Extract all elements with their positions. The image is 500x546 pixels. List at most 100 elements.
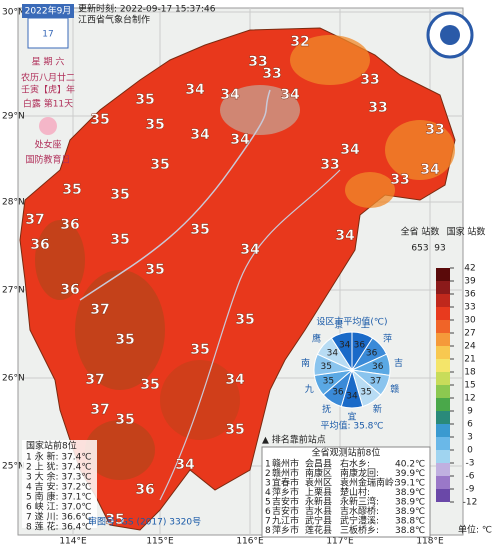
- calendar-festival: 国防教育日: [25, 154, 70, 166]
- province-table: [261, 446, 431, 538]
- pie-city: 新: [373, 403, 382, 415]
- province-title: 全省观测站前8位: [312, 447, 381, 459]
- pie-value: 35: [360, 387, 371, 397]
- legend-color: [436, 372, 450, 385]
- pie-value: 36: [354, 341, 366, 351]
- pie-value: 35: [321, 362, 332, 372]
- legend-tick-label: 3: [467, 433, 473, 443]
- province-cell: 赣州市: [272, 458, 299, 470]
- legend-tick-label: 9: [467, 407, 473, 417]
- station-value: 33: [320, 157, 339, 173]
- station-value: 36: [30, 237, 49, 253]
- legend-tick-label: 27: [464, 329, 475, 339]
- temperature-zone: [35, 220, 85, 300]
- national-row: 7 遂 川: 36.6℃: [26, 511, 92, 523]
- calendar-box: [27, 17, 69, 49]
- station-value: 35: [235, 312, 254, 328]
- station-value: 34: [240, 242, 260, 258]
- station-value: 34: [420, 162, 440, 178]
- legend-tick-label: 24: [464, 342, 476, 352]
- pie-value: 36: [366, 348, 378, 358]
- calendar-year: 壬寅【虎】年: [21, 84, 75, 96]
- station-value: 33: [262, 66, 281, 82]
- province-cell: 楚山村:: [340, 486, 370, 498]
- province-cell: 38.9℃: [395, 498, 425, 508]
- station-value: 33: [390, 172, 409, 188]
- province-cell: 7: [265, 517, 271, 527]
- legend-tick-label: 30: [464, 316, 476, 326]
- station-value: 34: [230, 132, 250, 148]
- lon-label: 118°E: [416, 537, 444, 546]
- lat-label: 30°N: [2, 8, 25, 18]
- national-row: 1 永 新: 37.4℃: [26, 451, 92, 463]
- pie-value: 35: [323, 376, 334, 386]
- legend-color: [436, 476, 450, 489]
- station-value: 34: [185, 82, 205, 98]
- calendar-day: 17: [42, 30, 53, 40]
- producer: 江西省气象台制作: [78, 14, 150, 26]
- province-cell: 九江市: [272, 515, 299, 527]
- calendar-header: [22, 4, 74, 18]
- province-cell: 萍乡市: [272, 486, 299, 498]
- lat-label: 26°N: [2, 374, 25, 384]
- river: [79, 89, 271, 301]
- pie-city: 宜: [347, 411, 356, 423]
- station-value: 35: [140, 377, 159, 393]
- temperature-zone: [220, 85, 300, 135]
- province-cell: 南康区: [305, 467, 332, 479]
- legend-color: [436, 437, 450, 450]
- legend-color: [436, 294, 450, 307]
- province-cell: 吉水醪桥:: [340, 505, 379, 517]
- lon-label: 117°E: [326, 537, 354, 546]
- pie-value: 36: [372, 362, 384, 372]
- province-cell: 会昌县: [305, 458, 332, 470]
- legend-tick-label: -3: [466, 459, 475, 469]
- national-row: 3 大 余: 37.3℃: [26, 471, 92, 483]
- station-value: 34: [340, 142, 360, 158]
- pie-value: 36: [332, 387, 344, 397]
- station-value: 36: [135, 482, 154, 498]
- province-cell: 39.1℃: [395, 479, 425, 489]
- lat-label: 29°N: [2, 112, 25, 122]
- station-value: 37: [90, 302, 109, 318]
- national-row: 2 上 犹: 37.4℃: [26, 462, 92, 473]
- legend-color: [436, 398, 450, 411]
- legend-tick-label: 6: [467, 420, 473, 430]
- station-value: 35: [115, 332, 134, 348]
- province-cell: 1: [265, 460, 271, 470]
- legend-color: [436, 307, 450, 320]
- province-cell: 2: [265, 469, 271, 479]
- pie-value: 34: [327, 348, 339, 358]
- province-cell: 武宁澧溪:: [340, 515, 379, 527]
- legend-tick-label: 21: [464, 355, 475, 365]
- station-value: 35: [115, 412, 134, 428]
- calendar-term: 白露 第11天: [23, 98, 73, 110]
- station-value: 35: [135, 92, 154, 108]
- legend-color: [436, 424, 450, 437]
- legend-tick-label: -6: [466, 472, 475, 482]
- legend-tick-label: 36: [464, 290, 476, 300]
- legend-national-count: 93: [434, 244, 445, 254]
- province-cell: 39.9℃: [395, 469, 425, 479]
- province-cell: 上栗县: [305, 487, 332, 498]
- province-cell: 吉安市: [272, 505, 299, 517]
- station-value: 34: [220, 87, 240, 103]
- pie-value: 34: [346, 392, 358, 402]
- calendar-zodiac: 处女座: [34, 139, 61, 151]
- legend-tick-label: 15: [464, 381, 475, 391]
- station-value: 33: [248, 54, 267, 70]
- legend-province-label: 全省 站数: [401, 226, 440, 238]
- national-row: 8 莲 花: 36.4℃: [26, 521, 92, 533]
- legend-national-label: 国家 站数: [447, 226, 486, 238]
- temperature-zone: [385, 120, 455, 180]
- lat-label: 28°N: [2, 198, 25, 208]
- temperature-zone: [85, 420, 155, 480]
- station-value: 35: [145, 117, 164, 133]
- legend-color: [436, 450, 450, 463]
- lat-label: 27°N: [2, 286, 25, 296]
- legend-color: [436, 359, 450, 372]
- pie-city: 鹰: [312, 333, 321, 345]
- legend-tick-label: 42: [464, 264, 475, 274]
- national-row: 4 吉 安: 37.2℃: [26, 481, 92, 493]
- rank-note: ▲ 排名靠前站点: [262, 434, 326, 446]
